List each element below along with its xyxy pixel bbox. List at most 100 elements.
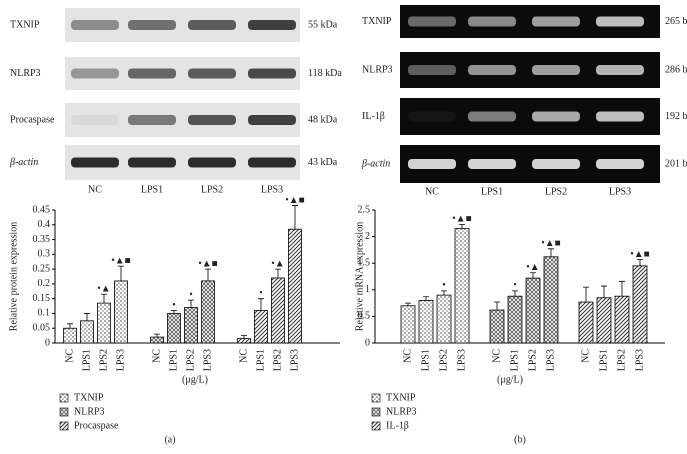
x-tick-label: NC (580, 349, 591, 363)
legend-label: Procaspase (74, 420, 119, 431)
x-tick-label: LPS2 (527, 349, 538, 371)
legend-label: TXNIP (74, 392, 104, 403)
error-bar (188, 299, 194, 308)
blot-row-label: β-actin (9, 157, 38, 168)
x-tick-label: LPS2 (616, 349, 627, 371)
bar (237, 338, 251, 344)
blot-band (408, 16, 456, 27)
blot-band (596, 159, 644, 169)
x-tick-label: LPS2 (272, 349, 283, 371)
legend-swatch (371, 421, 381, 431)
significance-label: • (259, 288, 263, 299)
legend-swatch (371, 407, 381, 417)
bar (489, 309, 505, 344)
x-axis-label: (μg/L) (497, 374, 523, 385)
x-tick-label: NC (491, 349, 502, 363)
blot-band (248, 68, 296, 79)
y-tick-label: 0.35 (33, 234, 51, 245)
legend-swatch (59, 407, 69, 417)
legend-label: TXNIP (386, 392, 416, 403)
blot-band (128, 157, 176, 168)
error-bar (84, 313, 90, 321)
error-bar (459, 223, 465, 229)
significance-label: • (189, 289, 193, 300)
x-tick-label: LPS3 (634, 349, 645, 371)
error-bar (619, 280, 625, 297)
blot-band (596, 111, 644, 122)
significance-label: •▲■ (285, 195, 304, 206)
error-bar (275, 268, 281, 278)
blot-band (596, 65, 644, 75)
panel-label: (a) (164, 434, 175, 445)
blot-band (188, 157, 236, 168)
lane-label: LPS2 (545, 186, 567, 197)
bar (201, 280, 215, 344)
blot-band (532, 111, 580, 122)
blot-band (408, 159, 456, 169)
error-bar (637, 259, 643, 266)
x-tick-label: LPS3 (545, 349, 556, 371)
blot-row-label: IL-1β (362, 111, 385, 122)
blot-size-label: 265 bp (665, 16, 687, 27)
y-tick-label: 2 (365, 231, 370, 242)
x-tick-label: LPS1 (509, 349, 520, 371)
lane-label: LPS3 (609, 186, 631, 197)
blot-band (532, 16, 580, 27)
legend-swatch (371, 393, 381, 403)
blot-band (408, 111, 456, 122)
blot-band (468, 159, 516, 169)
blot-band (71, 68, 119, 79)
blot-band (248, 115, 296, 125)
blot-row-label: β-actin (361, 158, 390, 169)
error-bar (441, 290, 447, 296)
bar (167, 313, 181, 344)
x-axis-label: (μg/L) (182, 374, 208, 385)
bar (507, 295, 523, 344)
bar (436, 294, 452, 344)
blot-size-label: 201 bp (665, 158, 687, 169)
error-bar (171, 310, 177, 314)
lane-label: LPS3 (261, 184, 283, 195)
bar (596, 297, 612, 344)
blot-row-label: TXNIP (362, 16, 392, 27)
significance-label: •▲ (271, 258, 284, 269)
bar (271, 277, 285, 344)
y-tick-label: 0 (45, 337, 50, 348)
y-axis-label: Relative protein expression (8, 222, 19, 331)
blot-row-label: NLRP3 (10, 68, 41, 79)
blot-band (468, 65, 516, 75)
y-tick-label: 0.4 (38, 219, 51, 230)
x-tick-label: NC (151, 349, 162, 363)
bar (288, 228, 302, 344)
x-tick-label: LPS1 (598, 349, 609, 371)
error-bar (494, 301, 500, 311)
bar (114, 280, 128, 344)
x-tick-label: LPS1 (81, 349, 92, 371)
blot-band (71, 157, 119, 168)
error-bar (241, 335, 247, 339)
blot-band (596, 16, 644, 27)
error-bar (548, 248, 554, 257)
blot-band (468, 16, 516, 27)
significance-label: •▲■ (630, 249, 649, 260)
y-tick-label: 0.45 (33, 204, 51, 215)
x-tick-label: LPS2 (185, 349, 196, 371)
blot-band (71, 115, 119, 125)
blot-row-label: NLRP3 (362, 64, 393, 75)
blot-band (532, 159, 580, 169)
x-tick-label: NC (64, 349, 75, 363)
y-tick-label: 0.2 (38, 278, 51, 289)
legend-label: IL-1β (386, 420, 409, 431)
bar (97, 302, 111, 344)
error-bar (583, 286, 589, 303)
x-tick-label: LPS1 (255, 349, 266, 371)
error-bar (101, 293, 107, 304)
blot-size-label: 192 bp (665, 111, 687, 122)
significance-label: •▲ (97, 284, 110, 295)
y-tick-label: 0.3 (38, 249, 51, 260)
bar (80, 320, 94, 344)
blot-size-label: 55 kDa (308, 19, 338, 30)
blot-band (128, 68, 176, 79)
x-tick-label: LPS1 (420, 349, 431, 371)
significance-label: •▲ (526, 262, 539, 273)
